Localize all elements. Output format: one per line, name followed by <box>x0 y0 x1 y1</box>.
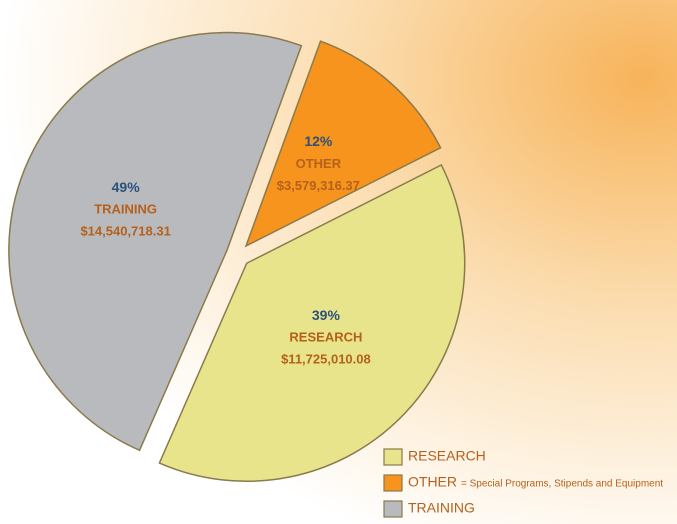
legend-swatch <box>383 500 403 518</box>
pie-slice <box>158 163 466 482</box>
legend-swatch <box>383 474 403 492</box>
amount-label: $3,579,316.37 <box>277 178 360 193</box>
percent-label: 12% <box>304 133 333 149</box>
amount-label: $14,540,718.31 <box>80 224 170 239</box>
legend-swatch <box>383 448 403 466</box>
slice-name: RESEARCH <box>289 330 362 345</box>
legend-note: = Special Programs, Stipends and Equipme… <box>461 479 663 490</box>
pie-slice <box>244 40 442 248</box>
amount-label: $11,725,010.08 <box>281 352 371 367</box>
percent-label: 39% <box>312 307 341 323</box>
pie-slice <box>8 31 303 452</box>
pie: 12% OTHER $3,579,316.37 39% RESEARCH $11,725,… <box>8 31 466 482</box>
legend: RESEARCH OTHER = Special Programs, Stipend… <box>383 448 663 518</box>
percent-label: 49% <box>112 179 141 195</box>
legend-label: OTHER <box>408 474 457 490</box>
legend-label: TRAINING <box>408 500 475 516</box>
legend-label: RESEARCH <box>408 448 486 464</box>
slice-name: TRAINING <box>94 202 157 217</box>
slice-name: OTHER <box>296 156 342 171</box>
